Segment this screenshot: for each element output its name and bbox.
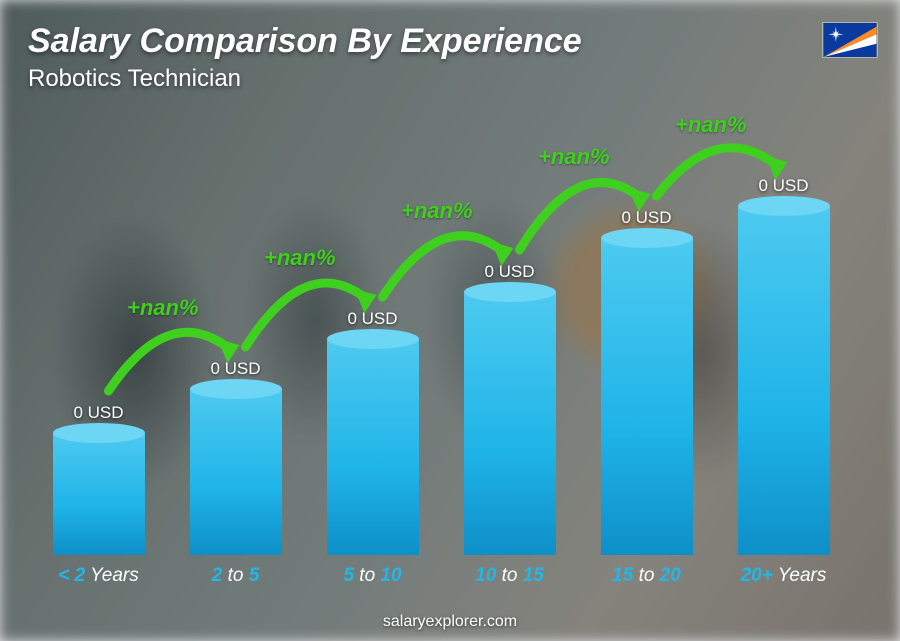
chart-subtitle: Robotics Technician	[28, 65, 872, 93]
x-axis-label: 15 to 20	[578, 565, 715, 587]
footer-credit: salaryexplorer.com	[0, 613, 900, 631]
bar	[190, 389, 282, 555]
header: Salary Comparison By Experience Robotics…	[28, 22, 872, 93]
bar-value-label: 0 USD	[347, 309, 397, 329]
bar-value-label: 0 USD	[484, 262, 534, 282]
x-axis-labels: < 2 Years2 to 55 to 1010 to 1515 to 2020…	[30, 565, 852, 587]
bar-slot: 0 USD	[30, 130, 167, 555]
bar-slot: 0 USD	[304, 130, 441, 555]
chart-title: Salary Comparison By Experience	[28, 22, 872, 61]
x-axis-label: 2 to 5	[167, 565, 304, 587]
bar-value-label: 0 USD	[758, 176, 808, 196]
country-flag-icon	[822, 22, 878, 58]
bar-value-label: 0 USD	[210, 359, 260, 379]
x-axis-label: 10 to 15	[441, 565, 578, 587]
bar-chart: 0 USD0 USD0 USD0 USD0 USD0 USD < 2 Years…	[30, 130, 852, 583]
bar-slot: 0 USD	[715, 130, 852, 555]
bars-container: 0 USD 0 USD 0 USD 0 USD 0 USD 0 USD	[30, 130, 852, 555]
bar-value-label: 0 USD	[73, 403, 123, 423]
bar-slot: 0 USD	[167, 130, 304, 555]
bar-value-label: 0 USD	[621, 208, 671, 228]
x-axis-label: 20+ Years	[715, 565, 852, 587]
bar	[464, 292, 556, 555]
bar	[53, 433, 145, 555]
bar	[738, 206, 830, 555]
bar-slot: 0 USD	[441, 130, 578, 555]
x-axis-label: 5 to 10	[304, 565, 441, 587]
bar	[601, 238, 693, 555]
bar	[327, 339, 419, 555]
bar-slot: 0 USD	[578, 130, 715, 555]
x-axis-label: < 2 Years	[30, 565, 167, 587]
